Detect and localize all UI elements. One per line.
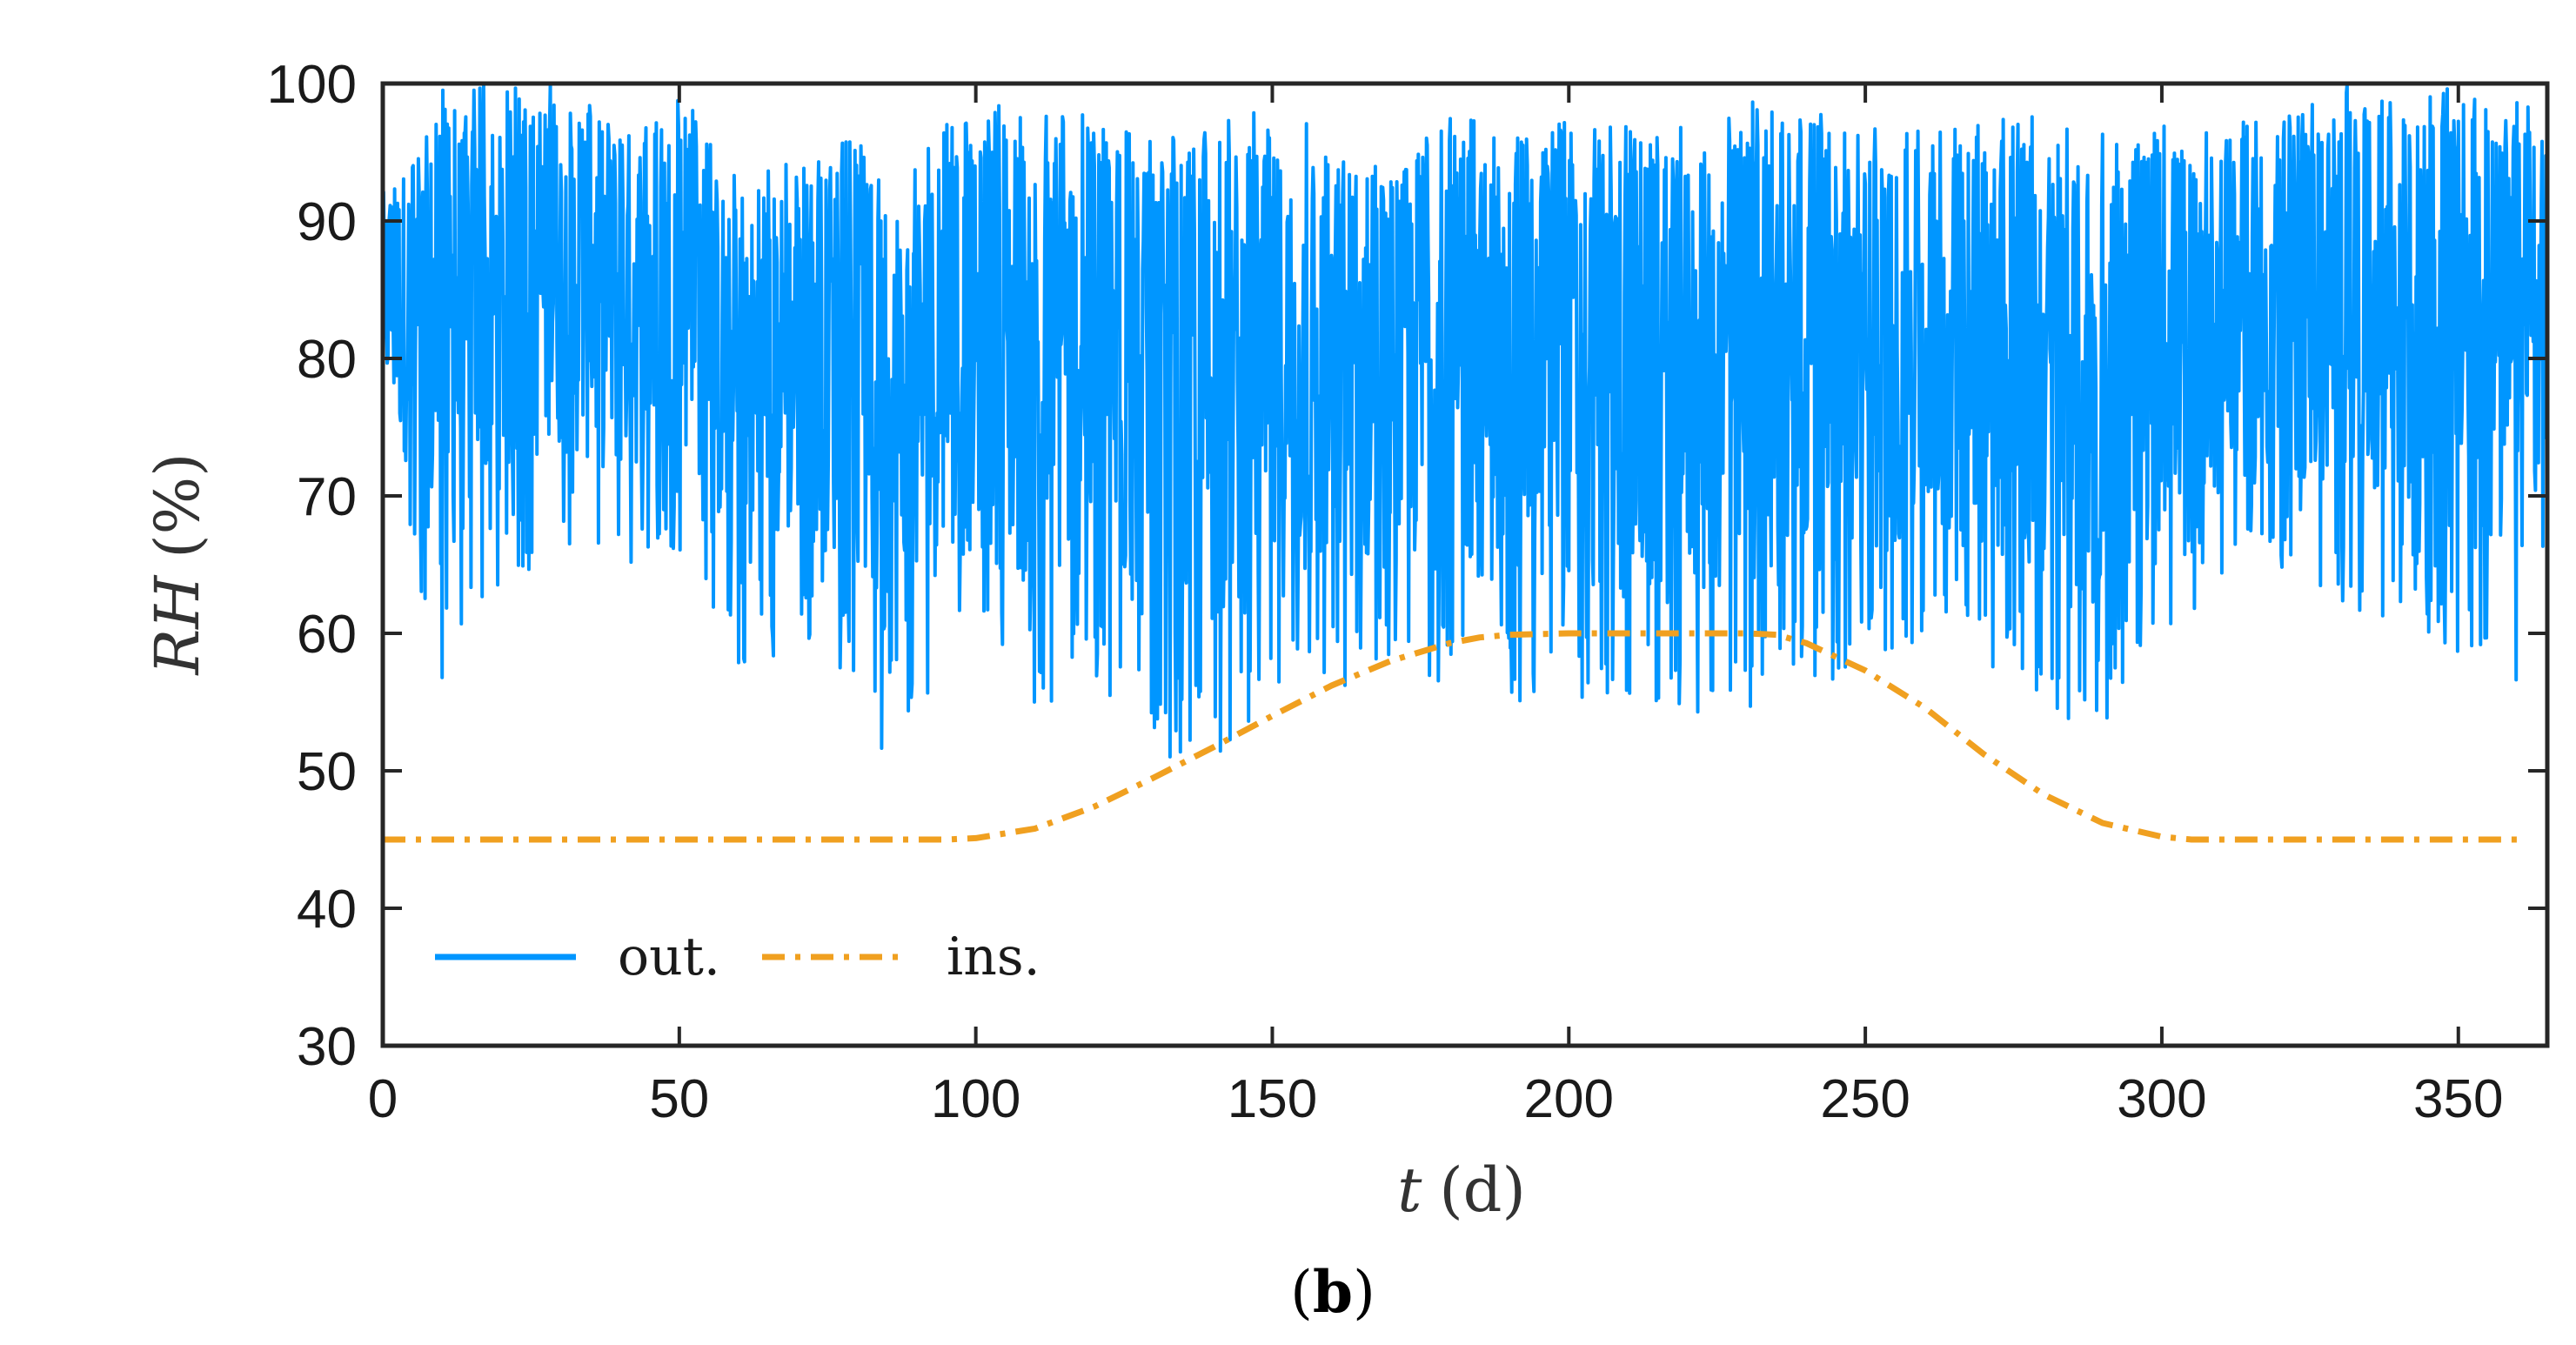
y-tick-label: 100 xyxy=(267,55,357,115)
panel-label-letter: b xyxy=(1313,1258,1353,1326)
y-axis-variable: RH xyxy=(142,574,213,677)
plot-frame xyxy=(380,81,2550,1048)
x-tick-label: 150 xyxy=(1228,1069,1317,1129)
x-tick-label: 200 xyxy=(1524,1069,1614,1129)
y-tick-label: 90 xyxy=(297,192,357,252)
y-tick-label: 80 xyxy=(297,330,357,390)
panel-label-close: ) xyxy=(1353,1259,1375,1326)
legend-label-ins: ins. xyxy=(947,927,1040,987)
x-axis-variable: t xyxy=(1397,1154,1422,1226)
y-axis-title: RH (%) xyxy=(142,453,213,677)
series-out-line xyxy=(381,82,2549,759)
series-ins-line xyxy=(383,630,2518,843)
y-tick-label: 40 xyxy=(297,880,357,940)
x-tick-label: 250 xyxy=(1820,1069,1910,1129)
y-tick-label: 60 xyxy=(297,605,357,665)
y-tick-label: 50 xyxy=(297,742,357,802)
y-tick-label: 30 xyxy=(297,1017,357,1077)
legend-label-out: out. xyxy=(618,927,720,987)
x-tick-label: 300 xyxy=(2117,1069,2206,1129)
legend: out. ins. xyxy=(435,927,1040,987)
x-axis-unit: (d) xyxy=(1439,1154,1525,1226)
panel-label: (b) xyxy=(1290,1258,1375,1326)
x-tick-label: 0 xyxy=(368,1069,398,1129)
x-tick-label: 350 xyxy=(2413,1069,2503,1129)
ticks-layer xyxy=(381,82,2547,1047)
y-axis-unit: (%) xyxy=(142,453,213,559)
x-tick-label: 100 xyxy=(931,1069,1020,1129)
x-tick-label: 50 xyxy=(649,1069,709,1129)
series-layer xyxy=(381,82,2549,843)
tick-labels-layer: 0 50 100 150 200 250 300 350 30 40 50 60 70 80 90 100 xyxy=(267,55,2504,1129)
panel-label-open: ( xyxy=(1290,1259,1313,1326)
y-tick-label: 70 xyxy=(297,467,357,527)
x-axis-title: t (d) xyxy=(1397,1154,1526,1226)
